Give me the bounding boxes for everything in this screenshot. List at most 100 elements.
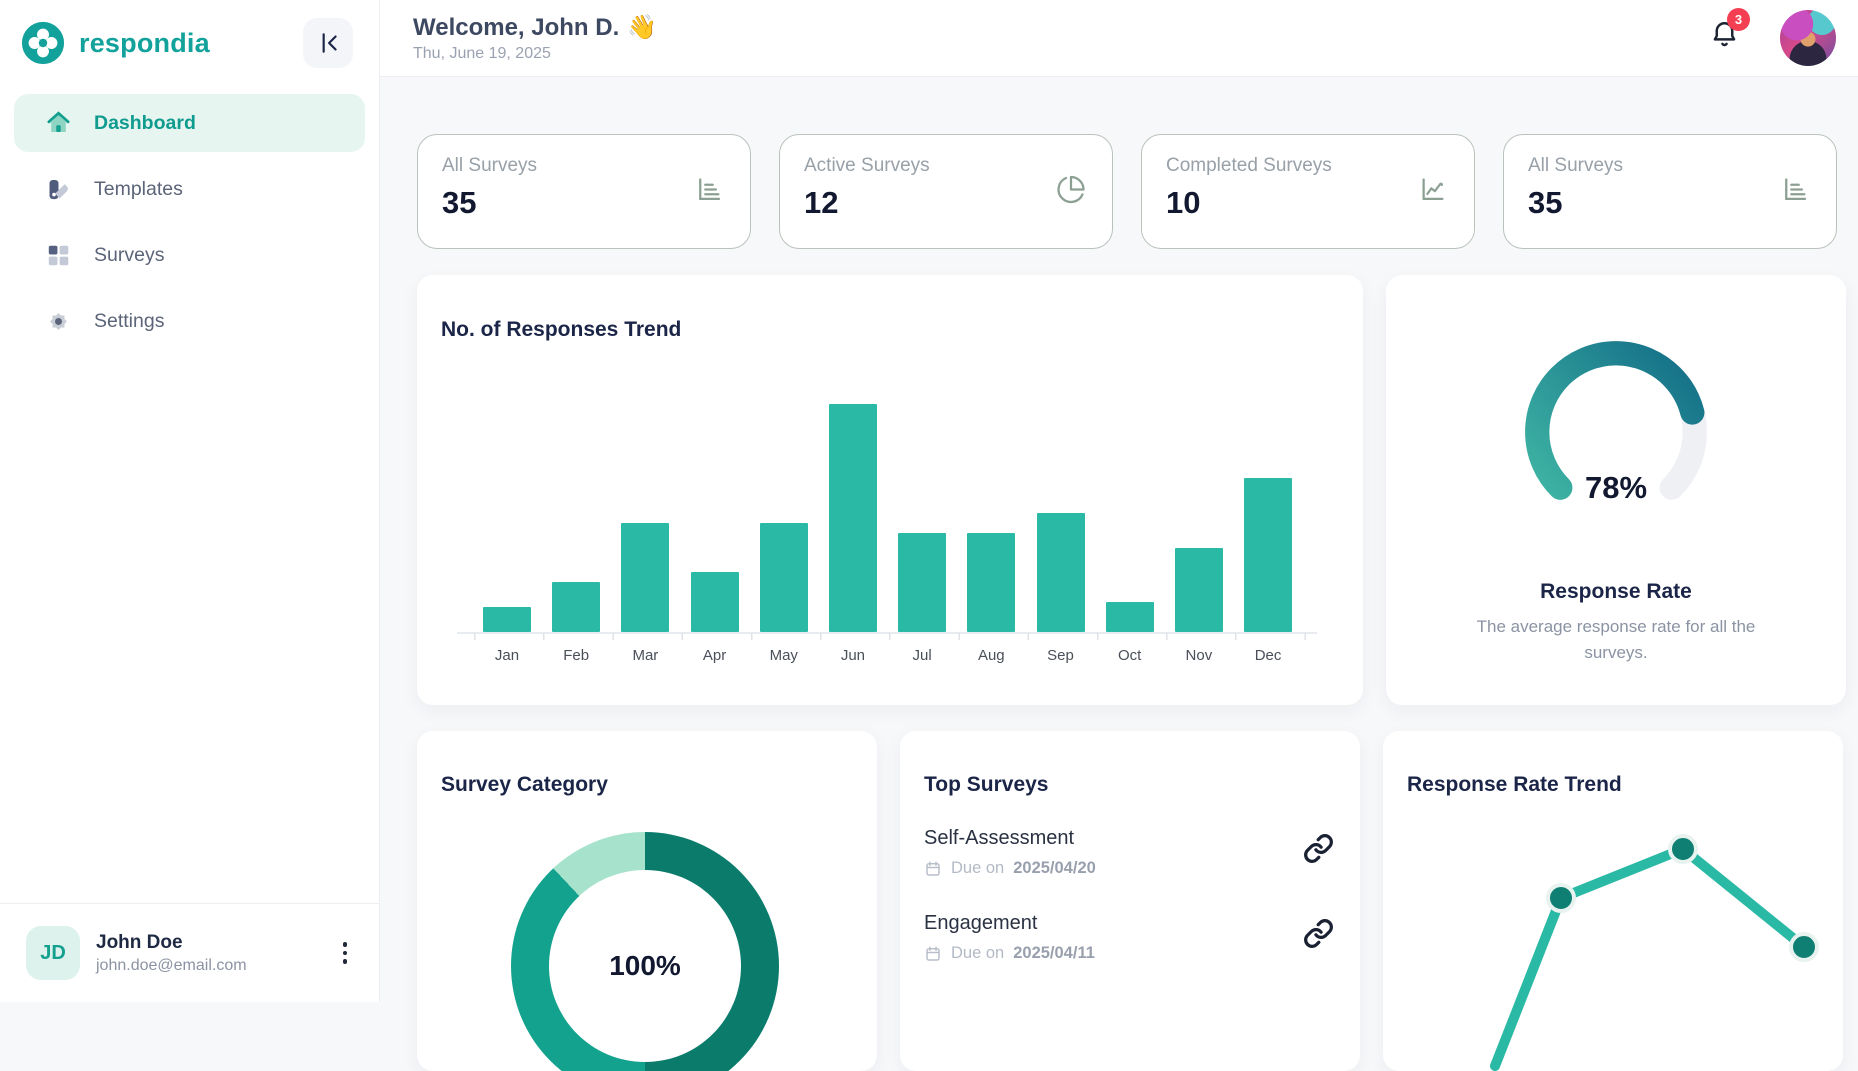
user-menu-button[interactable] [337,936,354,970]
data-point [1668,834,1698,864]
brand-name: respondia [79,27,210,58]
stat-label: Completed Surveys [1166,155,1332,176]
survey-name: Self-Assessment [924,827,1075,850]
gear-icon [44,307,72,335]
stat-cards-row: All Surveys 35 Active Surveys 12 Complet… [417,134,1841,249]
bar [828,404,877,632]
page-title: Welcome, John D. 👋 [413,13,658,42]
stat-value: 10 [1166,185,1201,220]
stat-card-all-surveys: All Surveys 35 [417,134,751,249]
gauge-arc [1525,341,1707,500]
survey-due: Due on 2025/04/20 [924,859,1096,878]
x-tick-label: Apr [702,647,727,664]
stat-label: Active Surveys [804,155,930,176]
pie-chart-icon [1056,174,1086,209]
open-survey-link-button[interactable] [1301,916,1336,954]
bar [483,607,531,632]
user-meta: John Doe john.doe@email.com [96,932,321,975]
x-tick-label: Sep [1047,647,1074,664]
x-axis-ticks [473,633,1307,640]
avatar: JD [26,926,80,980]
header-actions: 3 [1709,8,1836,66]
user-email: john.doe@email.com [96,956,247,974]
top-surveys-card: Top Surveys Self-Assessment Due on 2025/… [900,731,1360,1071]
x-tick-label: Mar [632,647,659,664]
sidebar-nav: Dashboard Templates Surveys Settings [0,94,379,350]
bar [690,572,739,632]
stat-card-active-surveys: Active Surveys 12 [779,134,1113,249]
x-tick-label: Dec [1254,647,1282,664]
chart-title: No. of Responses Trend [441,318,682,342]
stat-label: All Surveys [1528,155,1624,176]
gauge-description: The average response rate for all the su… [1476,617,1756,662]
sidebar-item-dashboard[interactable]: Dashboard [14,94,365,152]
sidebar-item-label: Surveys [94,243,165,266]
chart-title: Response Rate Trend [1407,773,1622,797]
due-date: 2025/04/20 [1013,859,1096,878]
sidebar-item-surveys[interactable]: Surveys [14,226,365,284]
bar [1244,478,1293,632]
open-survey-link-button[interactable] [1301,831,1336,869]
home-icon [44,109,72,137]
gauge-title: Response Rate [1540,580,1692,603]
chart-title: Survey Category [441,773,608,797]
stat-value: 12 [804,185,839,220]
bar [967,533,1016,632]
data-point [1789,932,1819,962]
sidebar-item-label: Settings [94,309,165,332]
bar [1036,513,1085,632]
gauge: 78% [1515,331,1717,533]
line-chart [1490,834,1819,1071]
donut-chart: 100% [511,832,779,1071]
calendar-icon [926,946,940,961]
sidebar-item-label: Templates [94,177,183,200]
x-tick-label: Nov [1185,647,1213,664]
kebab-icon [342,942,347,947]
dashboard-content: All Surveys 35 Active Surveys 12 Complet… [379,77,1858,1071]
bar-chart-horizontal-icon [694,174,724,209]
x-tick-label: Jan [494,647,520,664]
data-point [1546,883,1576,913]
response-rate-card: 78% Response Rate The average response r… [1386,275,1846,705]
charts-row: No. of Responses Trend Jan Feb Mar Apr May Ju… [417,275,1846,705]
stat-value: 35 [1528,185,1563,220]
top-header: Welcome, John D. 👋 Thu, June 19, 2025 3 [379,0,1858,77]
response-rate-trend-card: Response Rate Trend [1383,731,1843,1071]
bar [621,523,670,632]
survey-name: Engagement [924,912,1038,935]
donut-center-label: 100% [549,870,741,1062]
line-chart-icon [1418,174,1448,209]
x-tick-label: May [769,647,798,664]
sidebar-item-templates[interactable]: Templates [14,160,365,218]
list-item: Self-Assessment Due on 2025/04/20 [924,827,1336,878]
x-tick-label: Feb [563,647,590,664]
sidebar: respondia Dashboard Templates Surveys [0,0,380,1002]
x-tick-label: Jun [840,647,866,664]
list-item: Engagement Due on 2025/04/11 [924,912,1336,963]
welcome-block: Welcome, John D. 👋 Thu, June 19, 2025 [413,13,657,63]
bar [552,582,601,632]
x-tick-label: Jul [912,647,932,664]
logo-row: respondia [0,0,379,80]
survey-due: Due on 2025/04/11 [924,944,1095,963]
x-axis-labels: Jan Feb Mar Apr May Jun Jul Aug Sep Oct Nov Dec [483,647,1293,664]
user-name: John Doe [96,931,183,953]
stat-value: 35 [442,185,477,220]
x-tick-label: Aug [977,647,1005,664]
sidebar-user-card: JD John Doe john.doe@email.com [0,903,379,1002]
sidebar-collapse-button[interactable] [303,18,353,68]
sidebar-item-settings[interactable]: Settings [14,292,365,350]
due-date: 2025/04/11 [1013,944,1095,963]
x-tick-label: Oct [1118,647,1142,664]
survey-category-card: Survey Category 100% [417,731,877,1071]
profile-avatar[interactable] [1780,10,1836,66]
calendar-icon [926,861,940,876]
bar [1174,548,1223,632]
notifications-button[interactable]: 3 [1709,8,1750,56]
bar-chart-horizontal-icon [1780,174,1810,209]
wave-emoji: 👋 [627,14,658,41]
collapse-sidebar-icon [322,33,337,53]
stat-label: All Surveys [442,155,538,176]
notification-badge: 3 [1727,8,1750,31]
responses-bar-chart: No. of Responses Trend Jan Feb Mar Apr May Ju… [417,275,1363,705]
